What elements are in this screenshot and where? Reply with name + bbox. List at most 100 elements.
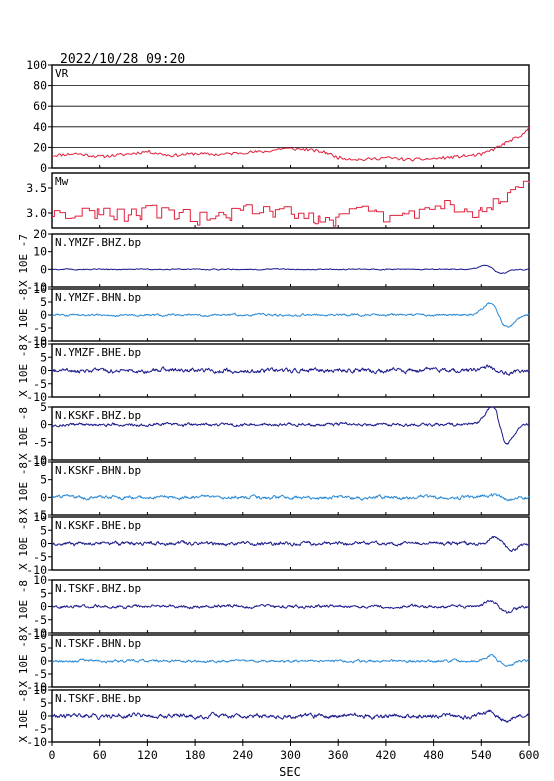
y-tick-label: 0	[40, 262, 47, 276]
y-tick-label: 10	[33, 683, 47, 697]
panel-label: N.YMZF.BHN.bp	[55, 291, 141, 304]
y-tick-label: -10	[26, 680, 47, 694]
y-tick-label: 5	[40, 350, 47, 364]
series-line	[51, 493, 530, 502]
panel-label: N.YMZF.BHZ.bp	[55, 236, 141, 249]
y-tick-label: -10	[26, 626, 47, 640]
y-tick-label: -5	[33, 377, 47, 391]
y-tick-label: 10	[33, 337, 47, 351]
x-tick-label: 0	[49, 748, 56, 762]
y-tick-label: 10	[33, 573, 47, 587]
y-tick-label: -5	[33, 613, 47, 627]
panel-scale-label: X 10E -8	[17, 407, 30, 460]
y-tick-label: 80	[33, 79, 47, 93]
y-tick-label: 20	[33, 140, 47, 154]
y-tick-label: 3.0	[26, 206, 47, 220]
y-tick-label: 5	[40, 696, 47, 710]
y-tick-label: 0	[40, 490, 47, 504]
panel-label: Mw	[55, 175, 69, 188]
y-tick-label: 0	[40, 161, 47, 175]
y-tick-label: 5	[40, 473, 47, 487]
y-tick-label: -10	[26, 563, 47, 577]
panel-5: -10 -5 0 5 N.KSKF.BHZ.bp X 10E -8	[17, 400, 530, 467]
series-line	[51, 126, 530, 162]
y-tick-label: -10	[26, 280, 47, 294]
y-tick-label: -5	[33, 550, 47, 564]
panel-label: N.TSKF.BHZ.bp	[55, 582, 141, 595]
y-tick-label: 5	[40, 523, 47, 537]
panel-label: N.TSKF.BHN.bp	[55, 637, 141, 650]
series-line	[51, 364, 530, 376]
y-tick-label: -5	[33, 508, 47, 522]
panel-label: N.KSKF.BHE.bp	[55, 519, 141, 532]
y-tick-label: 0	[40, 537, 47, 551]
panel-scale-label: X 10E -8	[17, 289, 30, 342]
y-tick-label: 10	[33, 510, 47, 524]
x-tick-label: 360	[328, 748, 349, 762]
x-tick-label: 180	[185, 748, 206, 762]
y-tick-label: 10	[33, 245, 47, 259]
x-axis: 0 60 120 180 240 300 360 420 480 540 600	[49, 742, 540, 762]
panel-scale-label: X 10E -8	[17, 635, 30, 688]
panel-6: -5 0 5 10 N.KSKF.BHN.bp X 10E -8	[17, 455, 530, 522]
series-line	[51, 535, 530, 553]
panel-scale-label: X 10E -8	[17, 344, 30, 397]
y-tick-label: 5	[40, 586, 47, 600]
y-tick-label: 60	[33, 99, 47, 113]
y-tick-label: -5	[33, 321, 47, 335]
x-tick-label: 480	[423, 748, 444, 762]
x-tick-label: 600	[519, 748, 540, 762]
panel-label: VR	[55, 67, 69, 80]
y-tick-label: -10	[26, 735, 47, 749]
panel-label: N.TSKF.BHE.bp	[55, 692, 141, 705]
x-tick-label: 420	[376, 748, 397, 762]
x-tick-label: 240	[232, 748, 253, 762]
y-tick-label: 0	[40, 654, 47, 668]
y-tick-label: -5	[33, 667, 47, 681]
series-line	[52, 180, 530, 227]
y-tick-label: -5	[33, 435, 47, 449]
y-tick-label: -10	[26, 453, 47, 467]
y-tick-label: 5	[40, 400, 47, 414]
panel-scale-label: X 10E -8	[17, 462, 30, 515]
panel-label: N.YMZF.BHE.bp	[55, 346, 141, 359]
panel-scale-label: X 10E -7	[17, 234, 30, 287]
y-tick-label: 5	[40, 295, 47, 309]
panel-1: 3.0 3.5 Mw	[26, 172, 530, 229]
panel-frame	[51, 172, 530, 229]
panel-scale-label: X 10E -8	[17, 690, 30, 743]
y-tick-label: 40	[33, 120, 47, 134]
y-tick-label: 10	[33, 628, 47, 642]
panel-frame	[51, 64, 530, 169]
x-tick-label: 540	[471, 748, 492, 762]
series-line	[51, 302, 530, 328]
panel-scale-label: X 10E -8	[17, 517, 30, 570]
x-axis-label: SEC	[279, 765, 301, 779]
series-line	[51, 599, 530, 614]
y-tick-label: 0	[40, 364, 47, 378]
y-tick-label: 100	[26, 58, 47, 72]
x-tick-label: 300	[280, 748, 301, 762]
panel-2: -10 0 10 20 N.YMZF.BHZ.bp X 10E -7	[17, 227, 530, 294]
panel-scale-label: X 10E -8	[17, 580, 30, 633]
series-line	[51, 654, 529, 667]
y-tick-label: 0	[40, 600, 47, 614]
y-tick-label: 0	[40, 308, 47, 322]
y-tick-label: 10	[33, 455, 47, 469]
y-tick-label: 10	[33, 282, 47, 296]
y-tick-label: 20	[33, 227, 47, 241]
panel-label: N.KSKF.BHZ.bp	[55, 409, 141, 422]
y-tick-label: -10	[26, 390, 47, 404]
panel-label: N.KSKF.BHN.bp	[55, 464, 141, 477]
y-tick-label: 0	[40, 418, 47, 432]
y-tick-label: 3.5	[26, 181, 47, 195]
y-tick-label: -5	[33, 722, 47, 736]
